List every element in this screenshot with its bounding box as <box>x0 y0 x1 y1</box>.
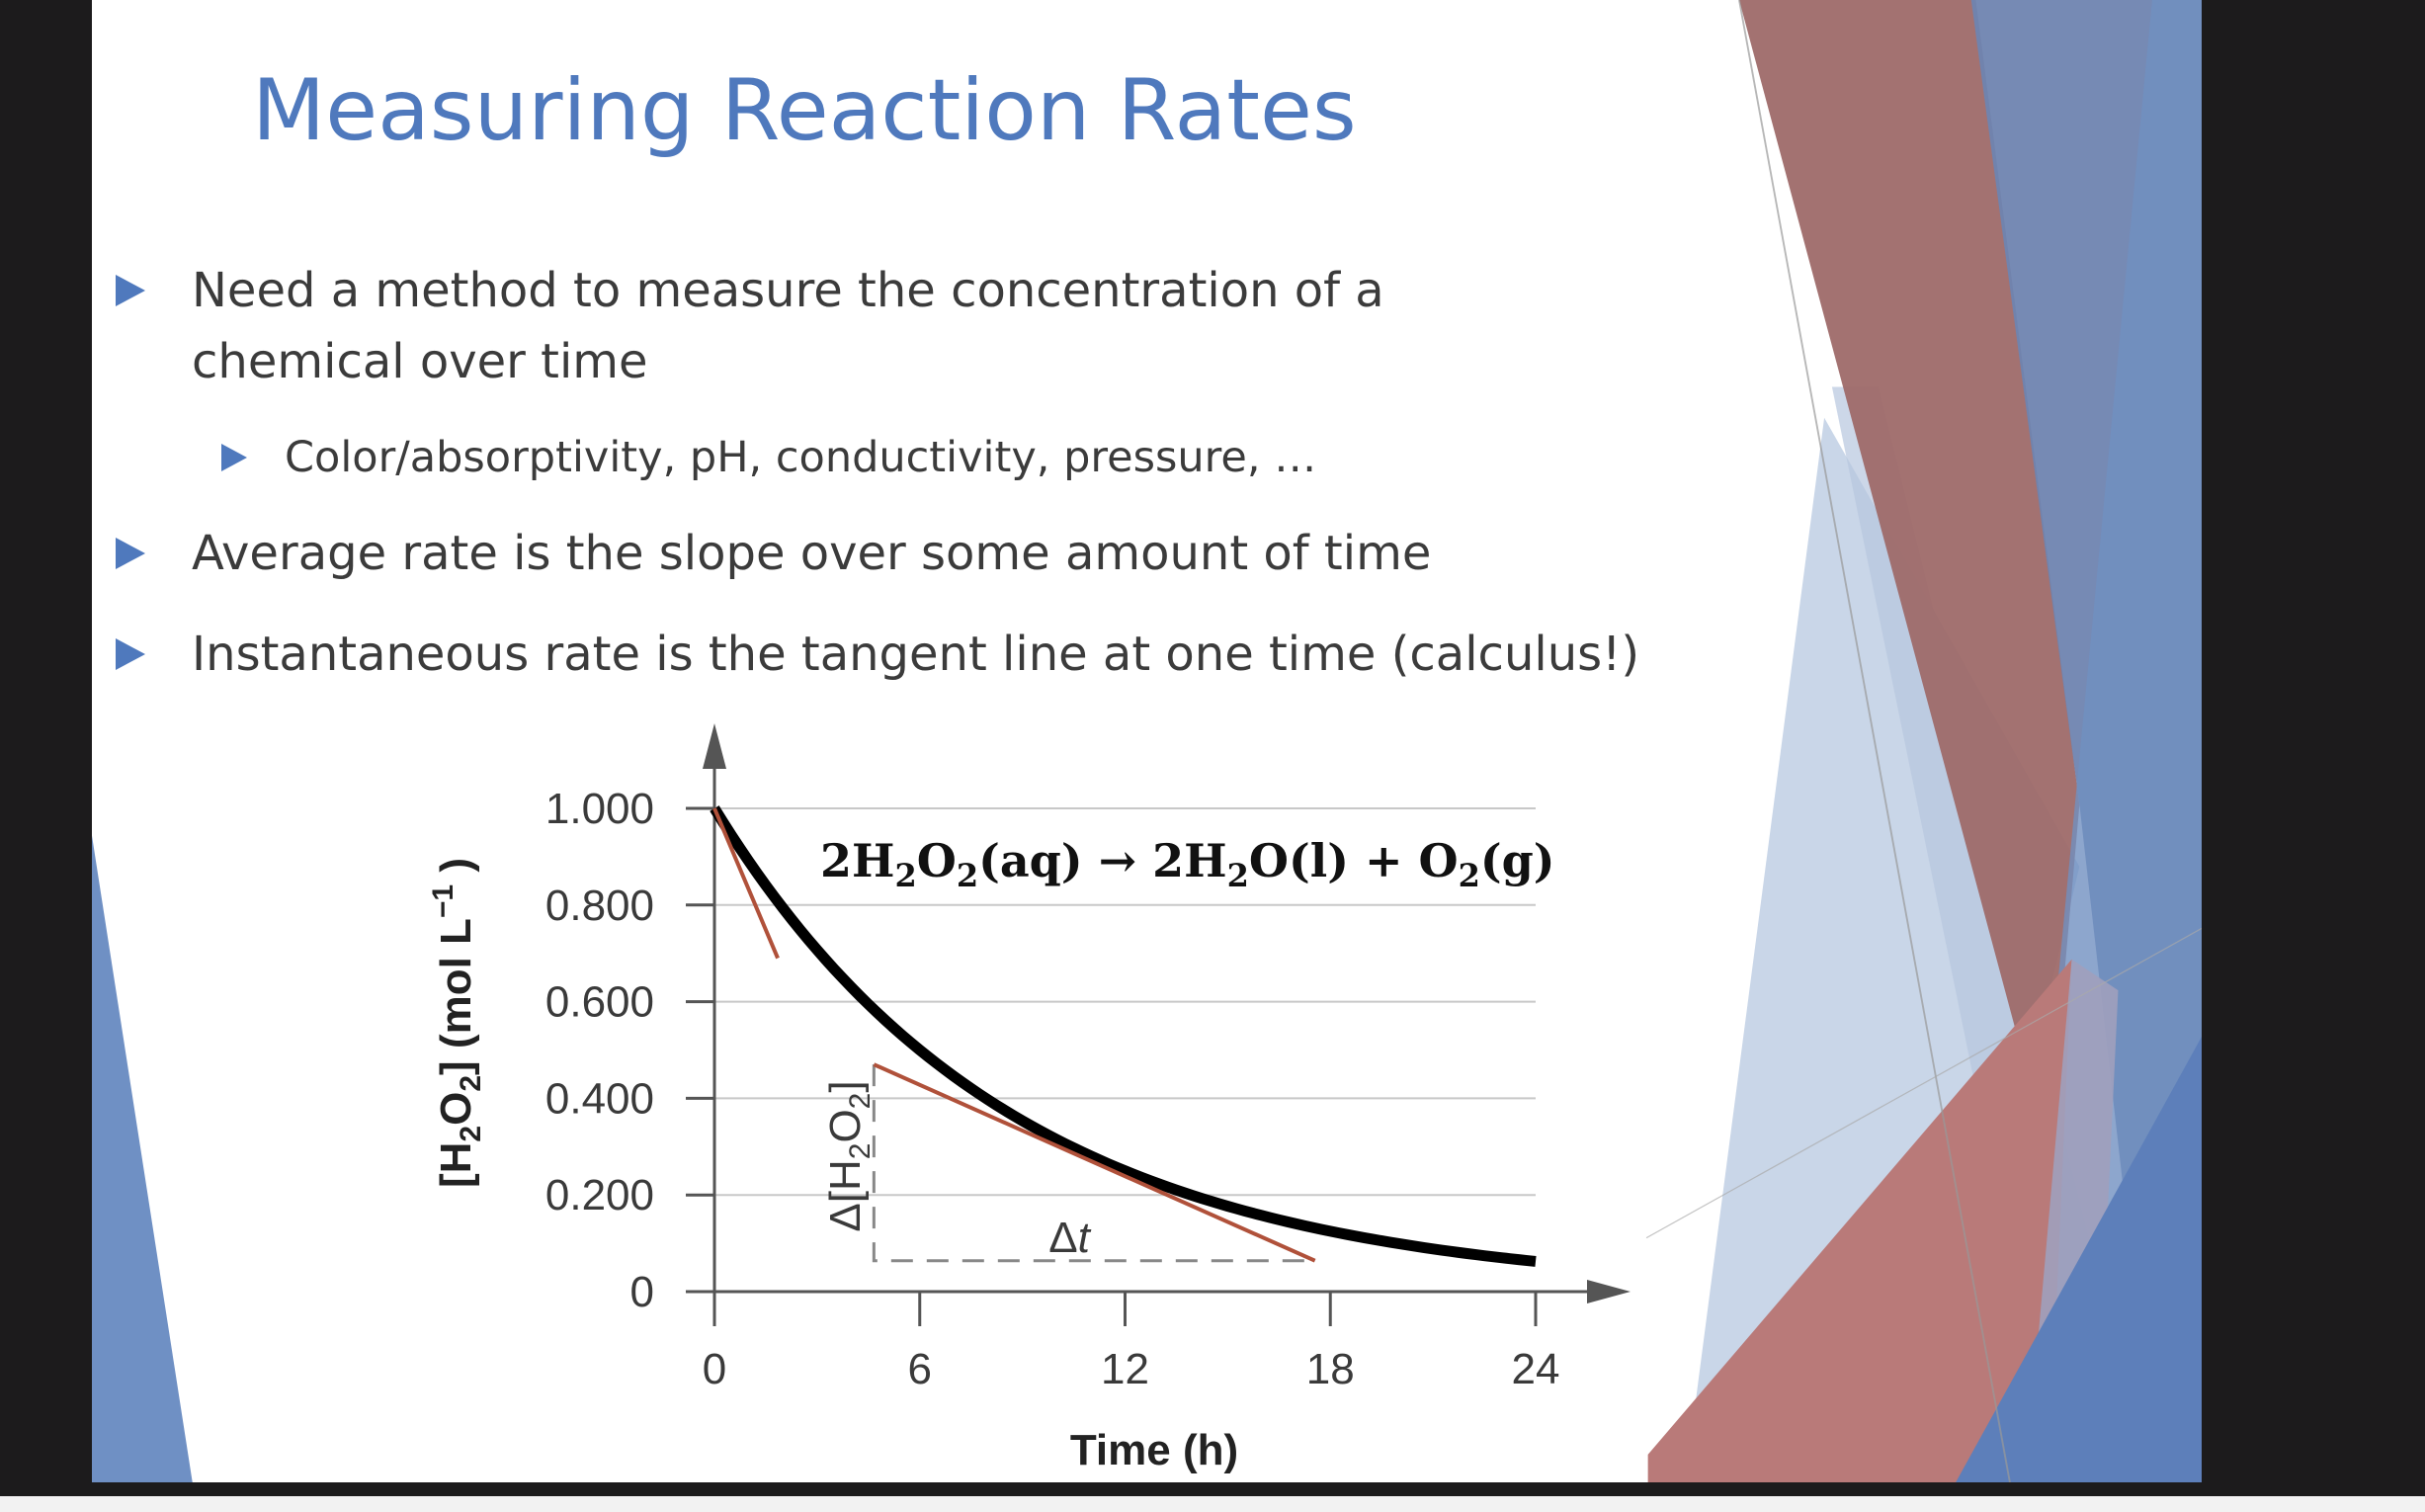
bullet-triangle-icon <box>116 538 145 569</box>
bottom-strip <box>0 1496 2425 1512</box>
concentration-curve <box>710 805 1537 1267</box>
x-tick-label: 24 <box>1512 1345 1560 1393</box>
y-axis-label: [H2O2] (mol L−1 ) <box>427 858 487 1188</box>
deco-blue-corner <box>1956 1037 2202 1482</box>
bullet-triangle-icon <box>116 275 145 306</box>
reaction-equation: 2H2O2(aq) → 2H2O(l) + O2(g) <box>820 834 1555 894</box>
deco-line <box>1645 927 2202 1239</box>
delta-time-label: Δt <box>1048 1214 1091 1262</box>
decorative-background-shapes <box>92 0 2202 1482</box>
x-tick-label: 6 <box>908 1345 932 1393</box>
bullet-triangle-icon <box>116 638 145 670</box>
deco-red-band <box>1738 0 2080 1153</box>
instantaneous-rate-tangent <box>712 807 780 960</box>
x-axis-label: Time (h) <box>1070 1426 1238 1474</box>
y-tick-label: 0.800 <box>545 882 654 930</box>
y-tick-label: 0.400 <box>545 1074 654 1123</box>
deco-left-wedge <box>92 835 193 1482</box>
y-tick-label: 0.600 <box>545 978 654 1027</box>
bullet-1-line-2: chemical over time <box>192 334 648 389</box>
bullet-3: Instantaneous rate is the tangent line a… <box>192 627 1640 682</box>
y-tick-label: 0.200 <box>545 1171 654 1219</box>
delta-concentration-label: Δ[H2O2] <box>821 1080 877 1231</box>
slide-title: Measuring Reaction Rates <box>252 61 1357 160</box>
sub-bullet-1: Color/absorptivity, pH, conductivity, pr… <box>285 433 1317 482</box>
deco-line <box>1738 0 2011 1482</box>
average-rate-tangent <box>873 1062 1316 1263</box>
sub-bullet-triangle-icon <box>221 444 247 471</box>
deco-pink-shape <box>1647 959 2072 1482</box>
bullet-1-line-1: Need a method to measure the concentrati… <box>192 263 1384 318</box>
x-tick-label: 18 <box>1306 1345 1355 1393</box>
delta-triangle-dashed <box>872 1064 1315 1263</box>
x-axis-arrow-icon <box>1587 1280 1631 1303</box>
y-tick-label: 0 <box>630 1268 654 1316</box>
x-tick-label: 12 <box>1101 1345 1149 1393</box>
y-tick-label: 1.000 <box>545 785 654 833</box>
slide: Measuring Reaction Rates Need a method t… <box>92 0 2202 1482</box>
y-axis-arrow-icon <box>703 723 726 769</box>
x-tick-label: 0 <box>703 1345 726 1393</box>
bullet-2: Average rate is the slope over some amou… <box>192 526 1432 581</box>
